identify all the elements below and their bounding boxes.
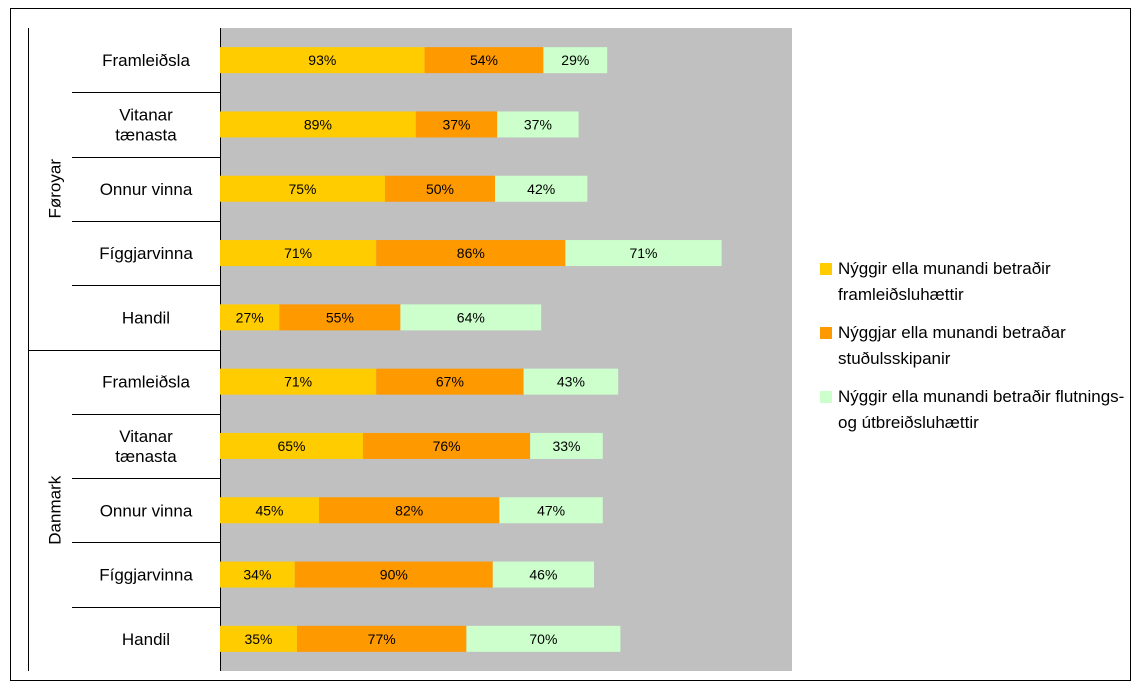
bar-segment-series-3 <box>400 304 542 331</box>
data-label: 65% <box>277 438 305 454</box>
data-label: 34% <box>243 567 271 583</box>
data-label: 33% <box>552 438 580 454</box>
bar-segment-series-3 <box>565 240 722 267</box>
bar-segment-series-1 <box>220 625 297 652</box>
data-label: 75% <box>288 181 316 197</box>
legend-label: Nýggir ella munandi betraðir flutnings- … <box>838 387 1125 432</box>
bar-segment-series-3 <box>499 497 603 524</box>
data-label: 64% <box>457 309 485 325</box>
legend-swatch <box>820 391 832 403</box>
category-label: Onnur vinna <box>100 180 193 199</box>
data-label: 29% <box>561 52 589 68</box>
legend-item-series-1: Nýggir ella munandi betraðir framleiðslu… <box>820 256 1130 308</box>
bar-segment-series-1 <box>220 368 377 395</box>
category-label: Framleiðsla <box>102 373 190 392</box>
data-label: 89% <box>304 116 332 132</box>
bar-segment-series-1 <box>220 175 385 202</box>
bar-segment-series-3 <box>495 175 588 202</box>
bar-segment-series-2 <box>319 497 500 524</box>
data-label: 54% <box>470 52 498 68</box>
data-label: 37% <box>524 116 552 132</box>
category-label: Fíggjarvinna <box>99 244 193 263</box>
category-label: Handil <box>122 308 170 327</box>
data-label: 82% <box>395 502 423 518</box>
bar-segment-series-2 <box>376 368 524 395</box>
data-label: 55% <box>326 309 354 325</box>
data-label: 71% <box>629 245 657 261</box>
bar-segment-series-1 <box>220 432 363 459</box>
legend-swatch <box>820 327 832 339</box>
category-label: Vitanar tænasta <box>115 427 177 466</box>
data-label: 71% <box>284 245 312 261</box>
data-label: 27% <box>236 309 264 325</box>
data-label: 50% <box>426 181 454 197</box>
bar-segment-series-1 <box>220 497 319 524</box>
data-label: 46% <box>529 567 557 583</box>
category-label: Vitanar tænasta <box>115 105 177 144</box>
bar-segment-series-3 <box>492 561 594 588</box>
bar-segment-series-2 <box>363 432 531 459</box>
data-label: 90% <box>380 567 408 583</box>
category-label: Handil <box>122 630 170 649</box>
group-label-danmark: Danmark <box>45 475 64 544</box>
category-label: Fíggjarvinna <box>99 566 193 585</box>
data-label: 42% <box>527 181 555 197</box>
data-label: 93% <box>308 52 336 68</box>
legend-item-series-2: Nýggjar ella munandi betraðar stuðulsski… <box>820 320 1130 372</box>
data-label: 47% <box>537 502 565 518</box>
data-label: 37% <box>442 116 470 132</box>
legend-label: Nýggir ella munandi betraðir framleiðslu… <box>838 259 1051 304</box>
data-label: 86% <box>457 245 485 261</box>
bar-segment-series-2 <box>297 625 467 652</box>
bar-segment-series-2 <box>415 111 498 138</box>
legend: Nýggir ella munandi betraðir framleiðslu… <box>820 256 1130 448</box>
bar-segment-series-3 <box>530 432 603 459</box>
bar-segment-series-3 <box>466 625 621 652</box>
bars-layer: 93% 54% 29% 89% 37% 37% 75% 50% 42% 71% 86% 71% 27% 5… <box>220 47 722 652</box>
bar-segment-series-1 <box>220 240 377 267</box>
data-label: 67% <box>436 374 464 390</box>
bar-segment-series-1 <box>220 111 416 138</box>
data-label: 77% <box>368 631 396 647</box>
bar-segment-series-2 <box>424 47 544 74</box>
bar-segment-series-2 <box>376 240 566 267</box>
data-label: 43% <box>557 374 585 390</box>
group-label-foroyar: Føroyar <box>45 159 64 219</box>
data-label: 71% <box>284 374 312 390</box>
data-label: 45% <box>255 502 283 518</box>
legend-label: Nýggjar ella munandi betraðar stuðulsski… <box>838 323 1066 368</box>
bar-segment-series-3 <box>543 47 608 74</box>
bar-segment-series-1 <box>220 304 280 331</box>
data-label: 70% <box>529 631 557 647</box>
bar-segment-series-3 <box>497 111 579 138</box>
bar-segment-series-2 <box>294 561 493 588</box>
bar-segment-series-1 <box>220 47 425 74</box>
legend-swatch <box>820 263 832 275</box>
legend-item-series-3: Nýggir ella munandi betraðir flutnings- … <box>820 384 1130 436</box>
data-label: 76% <box>433 438 461 454</box>
category-label: Onnur vinna <box>100 501 193 520</box>
category-label: Framleiðsla <box>102 51 190 70</box>
bar-segment-series-1 <box>220 561 295 588</box>
category-axis: Føroyar Framleiðsla Vitanar tænasta Onnur vi… <box>28 28 221 671</box>
data-label: 35% <box>244 631 272 647</box>
bar-segment-series-2 <box>279 304 401 331</box>
bar-segment-series-3 <box>523 368 619 395</box>
bar-segment-series-2 <box>385 175 495 202</box>
